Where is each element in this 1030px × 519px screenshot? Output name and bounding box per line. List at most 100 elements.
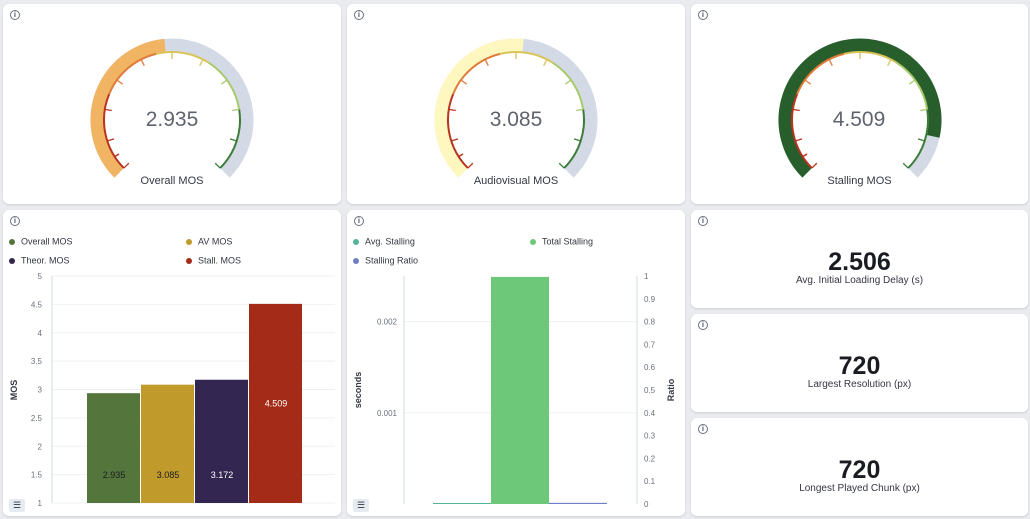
gauge-tick <box>104 108 112 112</box>
bar[interactable] <box>87 393 140 503</box>
gauge-tick <box>811 162 818 169</box>
gauge-audiovisual: 3.085 <box>434 38 598 178</box>
gauge-tick <box>564 79 572 85</box>
gauge-tick <box>229 138 237 142</box>
gauge-band <box>499 51 553 64</box>
legend-dot <box>353 238 359 245</box>
gauge-tick <box>107 138 115 142</box>
gauge-tick <box>123 162 130 169</box>
gauge-tick <box>804 79 812 85</box>
bar[interactable] <box>549 502 607 504</box>
gauge-tick <box>920 108 928 112</box>
info-icon[interactable]: i <box>698 424 708 434</box>
gauge-tick <box>917 138 925 142</box>
gauge-tick <box>220 79 228 85</box>
legend-item[interactable]: Total Stalling <box>530 236 593 247</box>
y-tick-label-right: 0.5 <box>644 386 656 395</box>
gauge-tick <box>902 162 909 169</box>
gauge-title: Stalling MOS <box>827 175 892 187</box>
y-axis-label: MOS <box>9 380 19 401</box>
y-axis-label-left: seconds <box>353 372 363 409</box>
gauge-tick <box>214 162 221 169</box>
gauge-panel-overall: i 2.935 Overall MOS <box>3 4 341 204</box>
legend-item[interactable]: Overall MOS <box>9 236 73 247</box>
gauge-tick <box>887 59 892 66</box>
bar-label: 3.085 <box>157 470 180 480</box>
mos-bar-chart: MOS 1 1.5 2 2.5 3 3.5 4 4.5 5 2.935 3.085 3.172 4.50… <box>9 272 335 508</box>
gauge-value: 2.935 <box>146 108 199 131</box>
info-icon[interactable]: i <box>698 10 708 20</box>
y-tick-label-right: 0.1 <box>644 477 656 486</box>
gauge-min-marker <box>457 153 464 158</box>
gauge-band <box>796 52 845 95</box>
legend-item[interactable]: Avg. Stalling <box>353 236 415 247</box>
y-tick-label-right: 0.7 <box>644 340 656 349</box>
bar[interactable] <box>491 276 549 504</box>
gauge-band <box>843 51 897 64</box>
gauge-tick <box>792 108 800 112</box>
legend-item[interactable]: Stall. MOS <box>186 255 241 266</box>
metric-panel-loading-delay: i 2.506 Avg. Initial Loading Delay (s) <box>691 210 1028 308</box>
y-tick-label-right: 1 <box>644 272 649 281</box>
bar[interactable] <box>249 303 302 503</box>
gauge-panel-audiovisual: i 3.085 Audiovisual MOS <box>347 4 685 204</box>
bar[interactable] <box>141 384 194 503</box>
gauge-fill <box>778 38 942 178</box>
y-tick-label: 1.5 <box>31 471 43 480</box>
metric-panel-chunk: i 720 Longest Played Chunk (px) <box>691 418 1028 516</box>
gauge-fill <box>434 38 524 178</box>
y-tick-label-right: 0 <box>644 500 649 509</box>
info-icon[interactable]: i <box>10 10 20 20</box>
gauge-tick <box>795 138 803 142</box>
y-tick-label-right: 0.9 <box>644 295 656 304</box>
y-tick-label: 2.5 <box>31 414 43 423</box>
gauge-tick <box>558 162 565 169</box>
gauge-fill <box>90 38 166 178</box>
legend-dot <box>353 257 359 264</box>
info-icon[interactable]: i <box>354 10 364 20</box>
stalling-chart-panel: i Avg. Stalling Total Stalling Stalling … <box>347 210 685 516</box>
gauge-band <box>791 93 813 169</box>
legend-item[interactable]: Stalling Ratio <box>353 255 418 266</box>
legend-dot <box>186 238 192 245</box>
gauge-tick <box>140 59 145 66</box>
y-tick-label-right: 0.8 <box>644 318 656 327</box>
gauge-title: Audiovisual MOS <box>473 175 559 187</box>
metric-panel-resolution: i 720 Largest Resolution (px) <box>691 314 1028 412</box>
gauge-band <box>103 93 125 169</box>
list-icon[interactable]: ☰ <box>9 499 25 512</box>
y-tick-label: 0.002 <box>377 318 398 327</box>
legend-item[interactable]: AV MOS <box>186 236 232 247</box>
metric-label: Largest Resolution (px) <box>807 379 912 390</box>
info-icon[interactable]: i <box>10 216 20 226</box>
list-icon[interactable]: ☰ <box>353 499 369 512</box>
bar[interactable] <box>195 379 248 503</box>
gauge-overall: 2.935 <box>90 38 254 178</box>
y-axis-label-right: Ratio <box>666 378 676 401</box>
bar[interactable] <box>433 503 491 504</box>
stalling-bar-chart: seconds Ratio 0.001 0.002 0 0.1 0.2 0.3 0.4 0.5… <box>353 272 676 509</box>
y-tick-label: 1 <box>38 499 43 508</box>
gauge-title: Overall MOS <box>140 175 204 187</box>
y-tick-label: 5 <box>38 272 43 281</box>
gauge-tick <box>451 138 459 142</box>
gauge-tick <box>573 138 581 142</box>
gauge-band <box>108 52 157 95</box>
info-icon[interactable]: i <box>698 320 708 330</box>
gauge-tick <box>828 59 833 66</box>
y-tick-label-right: 0.4 <box>644 409 656 418</box>
metric-value: 720 <box>838 352 881 380</box>
y-tick-label: 3.5 <box>31 357 43 366</box>
metric-value: 2.506 <box>828 248 891 276</box>
bar-label: 2.935 <box>103 470 126 480</box>
gauge-min-marker <box>113 153 120 158</box>
legend-dot <box>530 238 536 245</box>
metric-value: 720 <box>838 456 881 484</box>
bar-label: 3.172 <box>211 470 234 480</box>
info-icon[interactable]: i <box>354 216 364 226</box>
info-icon[interactable]: i <box>698 216 708 226</box>
legend-item[interactable]: Theor. MOS <box>9 255 70 266</box>
gauge-band <box>551 61 585 110</box>
metric-label: Avg. Initial Loading Delay (s) <box>795 275 924 286</box>
gauge-tick <box>232 108 240 112</box>
